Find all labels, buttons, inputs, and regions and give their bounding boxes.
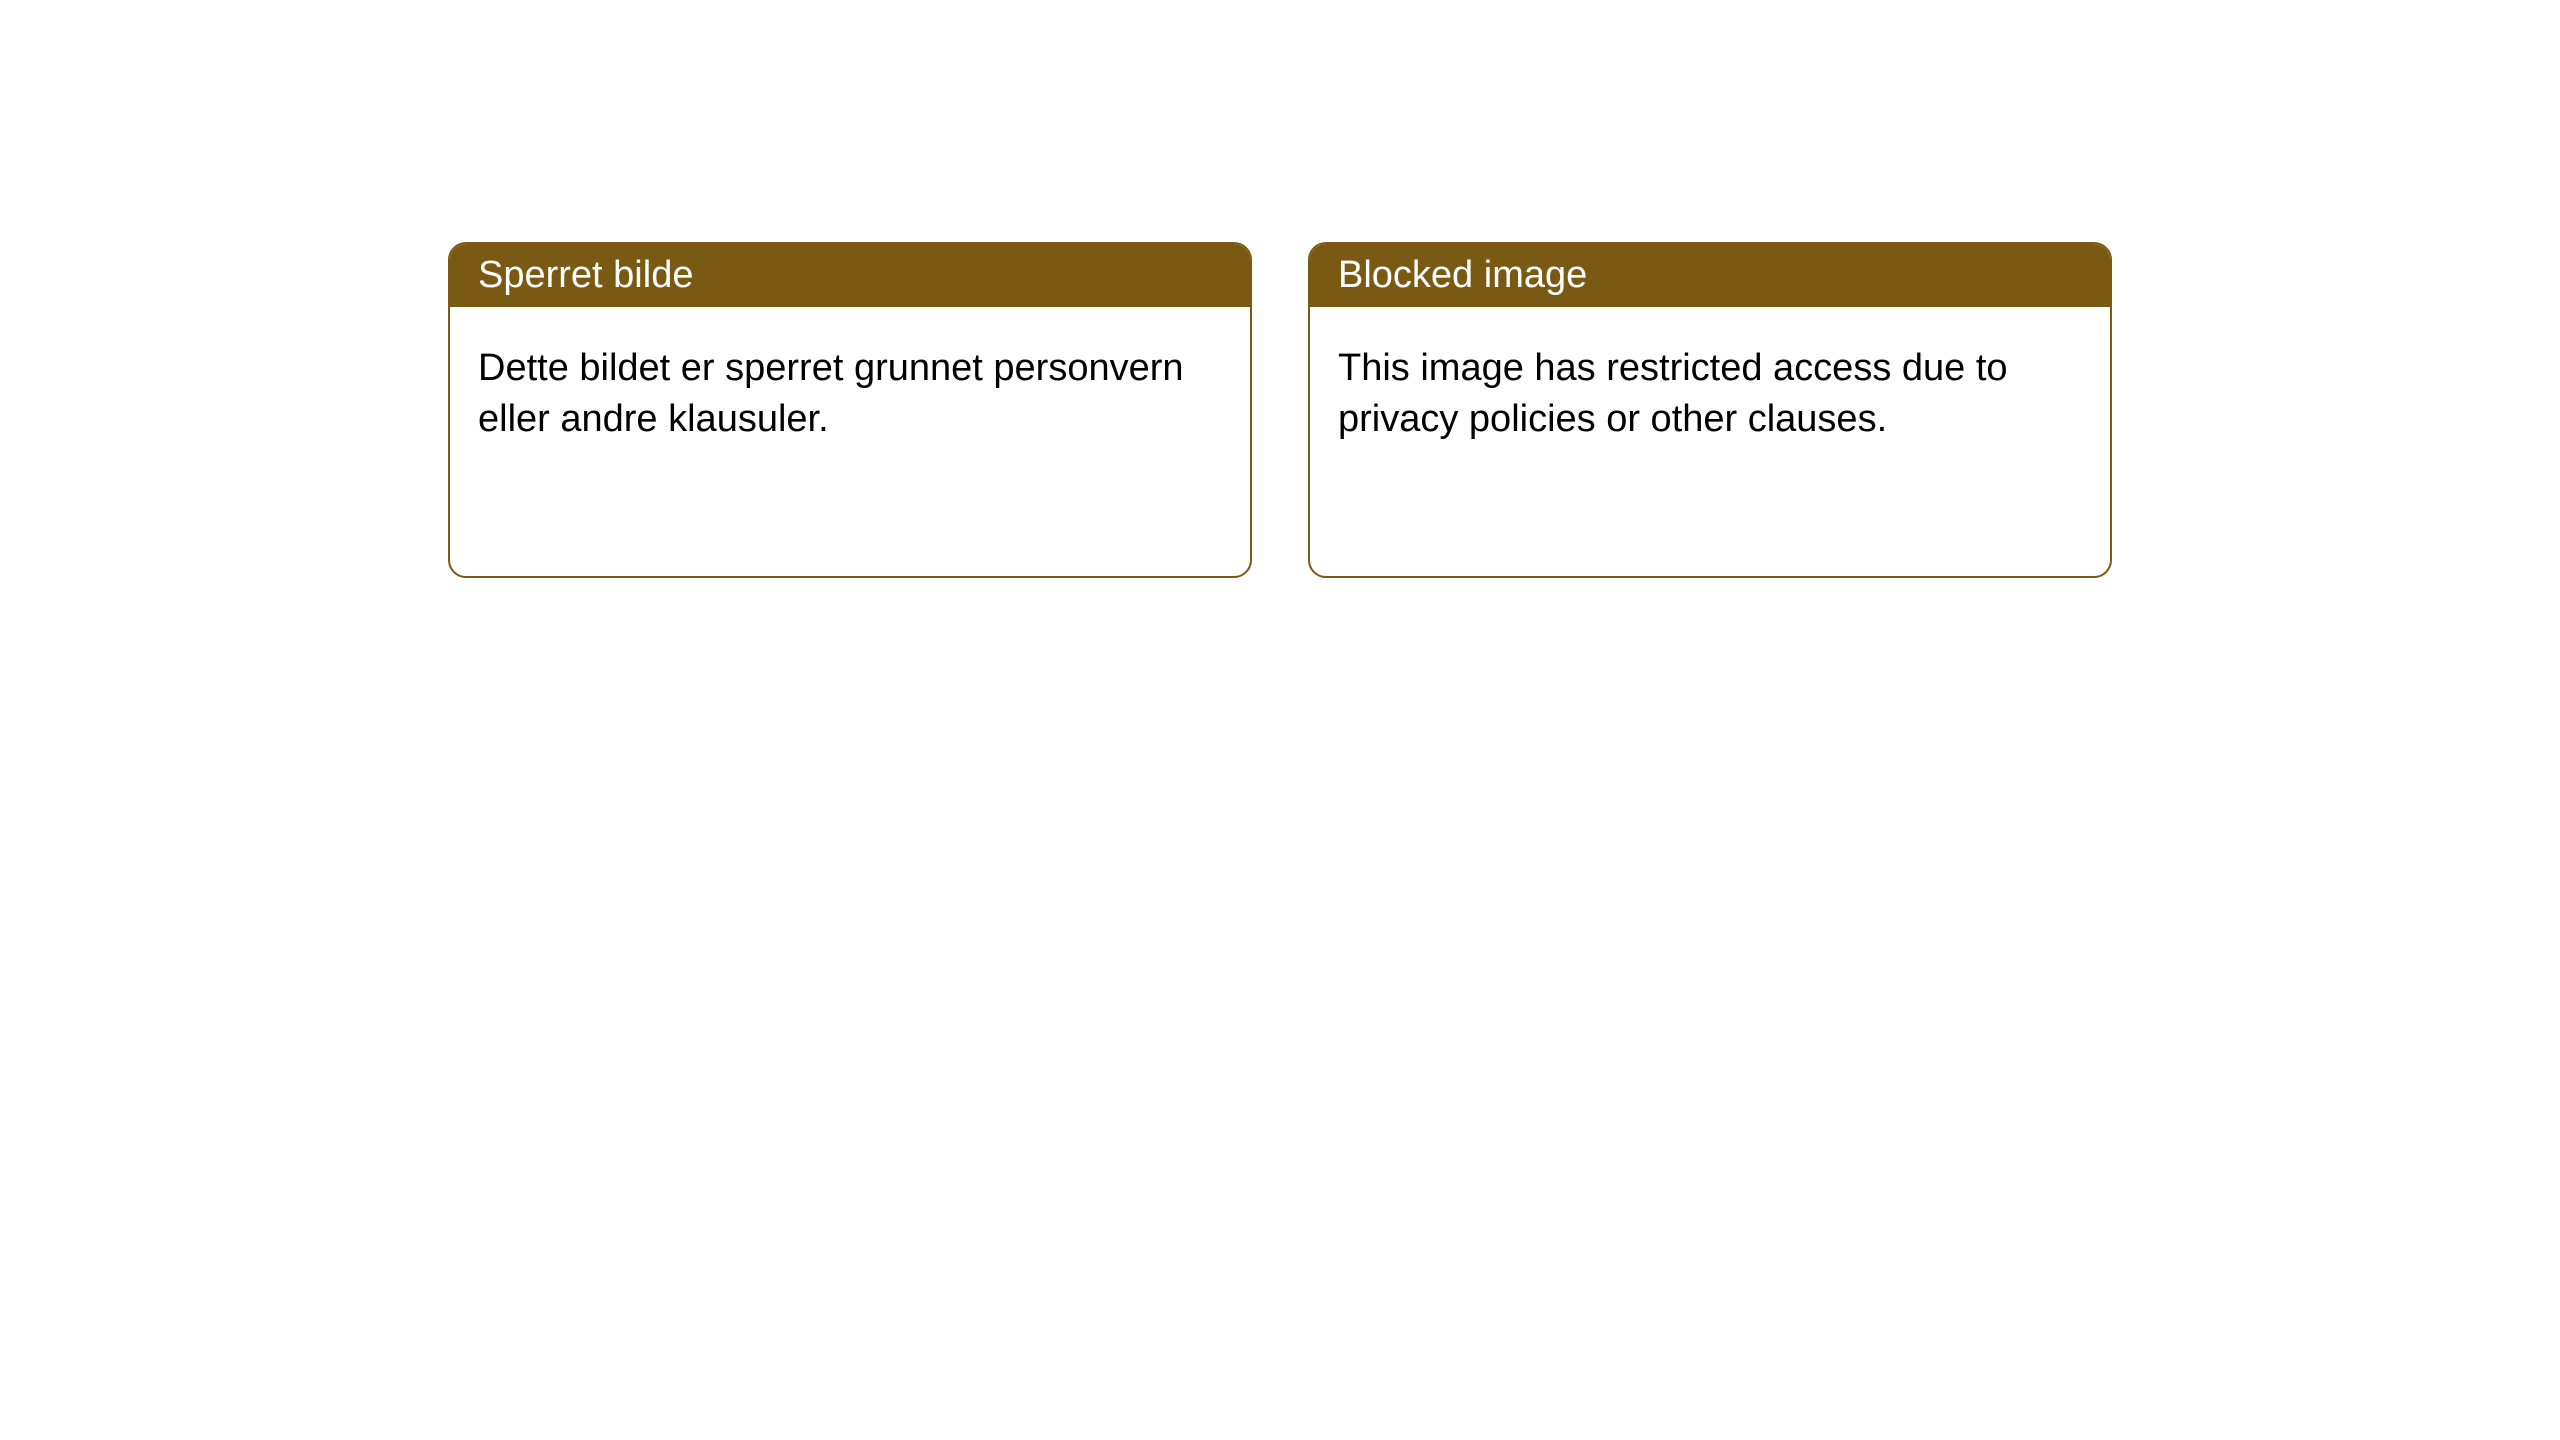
card-header: Blocked image bbox=[1310, 244, 2110, 307]
card-title: Blocked image bbox=[1338, 254, 1587, 296]
card-body: Dette bildet er sperret grunnet personve… bbox=[450, 307, 1250, 482]
card-title: Sperret bilde bbox=[478, 254, 693, 296]
blocked-image-card-en: Blocked image This image has restricted … bbox=[1308, 242, 2112, 578]
card-body: This image has restricted access due to … bbox=[1310, 307, 2110, 482]
card-body-text: Dette bildet er sperret grunnet personve… bbox=[478, 347, 1184, 440]
blocked-image-card-no: Sperret bilde Dette bildet er sperret gr… bbox=[448, 242, 1252, 578]
card-header: Sperret bilde bbox=[450, 244, 1250, 307]
blocked-image-cards: Sperret bilde Dette bildet er sperret gr… bbox=[448, 242, 2112, 578]
card-body-text: This image has restricted access due to … bbox=[1338, 347, 2008, 440]
